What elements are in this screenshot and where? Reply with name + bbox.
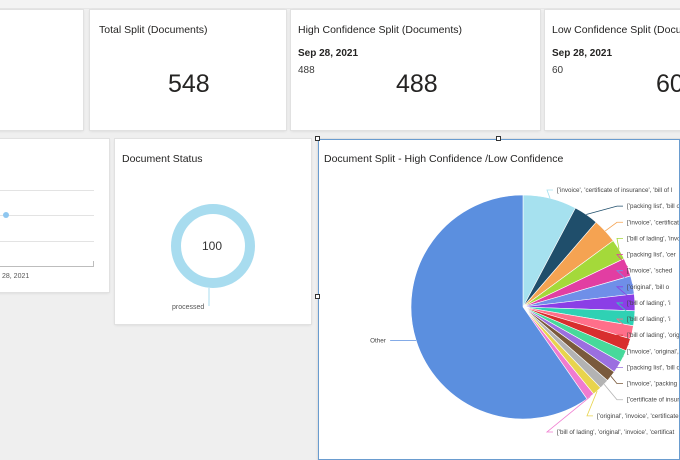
resize-handle-top-left[interactable] xyxy=(315,136,320,141)
kpi-value: 548 xyxy=(168,70,210,98)
donut-center-value: 100 xyxy=(202,239,223,253)
card-date: Sep 28, 2021 xyxy=(552,48,613,59)
pie-slice-label: ['invoice', 'packing list', 'b xyxy=(627,381,680,388)
legend-label-processed: processed xyxy=(172,304,205,311)
pie-chart: Other ['invoice', 'certificate of insuran… xyxy=(370,187,680,436)
card-subvalue: 488 xyxy=(298,65,315,76)
pie-slice-label: ['invoice', 'sched xyxy=(627,268,673,275)
pie-leader-line xyxy=(616,254,628,268)
resize-handle-left-center[interactable] xyxy=(315,294,320,299)
pie-leader-line xyxy=(545,396,591,433)
pie-leader-line xyxy=(615,270,634,286)
pie-slice-label: ['certificate of insurance', 'ves xyxy=(627,397,680,404)
resize-handle-top-center[interactable] xyxy=(496,136,501,141)
gridline xyxy=(0,215,94,216)
pie-slice-label: ['bill of lading', 'orig xyxy=(627,332,680,339)
pie-slice-label: ['invoice', 'original', 'i xyxy=(627,348,680,355)
card-title: Document Status xyxy=(122,153,203,165)
kpi-card-low-confidence[interactable]: Low Confidence Split (Documen Sep 28, 20… xyxy=(545,10,680,130)
pie-slice-label: ['original', 'invoice', 'certificate of … xyxy=(597,413,680,420)
data-point[interactable] xyxy=(3,212,9,218)
document-status-card[interactable]: Document Status 100 processed xyxy=(115,139,311,324)
x-axis xyxy=(0,266,94,267)
top-bar xyxy=(0,0,680,9)
pie-leader-line xyxy=(586,205,623,215)
pie-leader-line xyxy=(615,334,629,346)
card-title: High Confidence Split (Documents) xyxy=(298,24,462,36)
x-tick-label: 28, 2021 xyxy=(2,273,30,280)
card-title: Low Confidence Split (Documen xyxy=(552,24,680,36)
card-title: Total Split (Documents) xyxy=(99,24,208,36)
pie-slice-label: ['bill of lading', 'invo xyxy=(627,235,680,242)
pie-leader-line xyxy=(586,390,598,417)
line-chart-card[interactable]: 28, 2021 xyxy=(0,139,109,292)
pie-slice-label: ['packing list', 'cer xyxy=(627,252,676,259)
gridline xyxy=(0,241,94,242)
donut-ring xyxy=(171,204,255,288)
pie-leader-line xyxy=(615,302,635,319)
card-date: Sep 28, 2021 xyxy=(298,48,359,59)
pie-leader-line xyxy=(615,350,624,357)
pie-leader-line xyxy=(610,376,623,385)
pie-leader-line xyxy=(615,286,636,303)
pie-slice-label: ['packing list', 'bill of la xyxy=(627,364,680,371)
pie-slice-label: ['original', 'bill o xyxy=(627,284,670,291)
pie-leader-line xyxy=(605,221,623,232)
kpi-card-high-confidence[interactable]: High Confidence Split (Documents) Sep 28… xyxy=(291,10,540,130)
pie-slice-label: ['invoice', 'certificate of insurance', … xyxy=(557,187,672,194)
pie-slice-label: ['bill of lading', 'original', 'invoice'… xyxy=(557,429,675,436)
pie-label-other: Other xyxy=(370,337,386,344)
kpi-value: 60 xyxy=(656,70,680,98)
pie-leader-line xyxy=(546,189,553,199)
donut-chart xyxy=(171,204,255,306)
pie-leader-line xyxy=(615,318,633,333)
axis-end-tick xyxy=(93,261,94,267)
gridline xyxy=(0,190,94,191)
pie-leader-line xyxy=(616,238,623,250)
card-subvalue: 60 xyxy=(552,65,564,76)
kpi-card-1[interactable]: 0 xyxy=(0,10,83,130)
pie-chart-card[interactable]: Document Split - High Confidence /Low Co… xyxy=(318,139,680,460)
pie-slice-label: ['invoice', 'certificate of in xyxy=(627,219,680,226)
pie-slice-label: ['packing list', 'bill of lading', 'in xyxy=(627,203,680,210)
pie-leader-line xyxy=(603,383,623,401)
pie-slice-label: ['bill of lading', 'i xyxy=(627,316,671,323)
kpi-card-total-split[interactable]: Total Split (Documents) 548 xyxy=(90,10,286,130)
pie-slice-label: ['bill of lading', 'i xyxy=(627,300,671,307)
kpi-value: 488 xyxy=(396,70,438,98)
card-title: Document Split - High Confidence /Low Co… xyxy=(324,153,564,165)
